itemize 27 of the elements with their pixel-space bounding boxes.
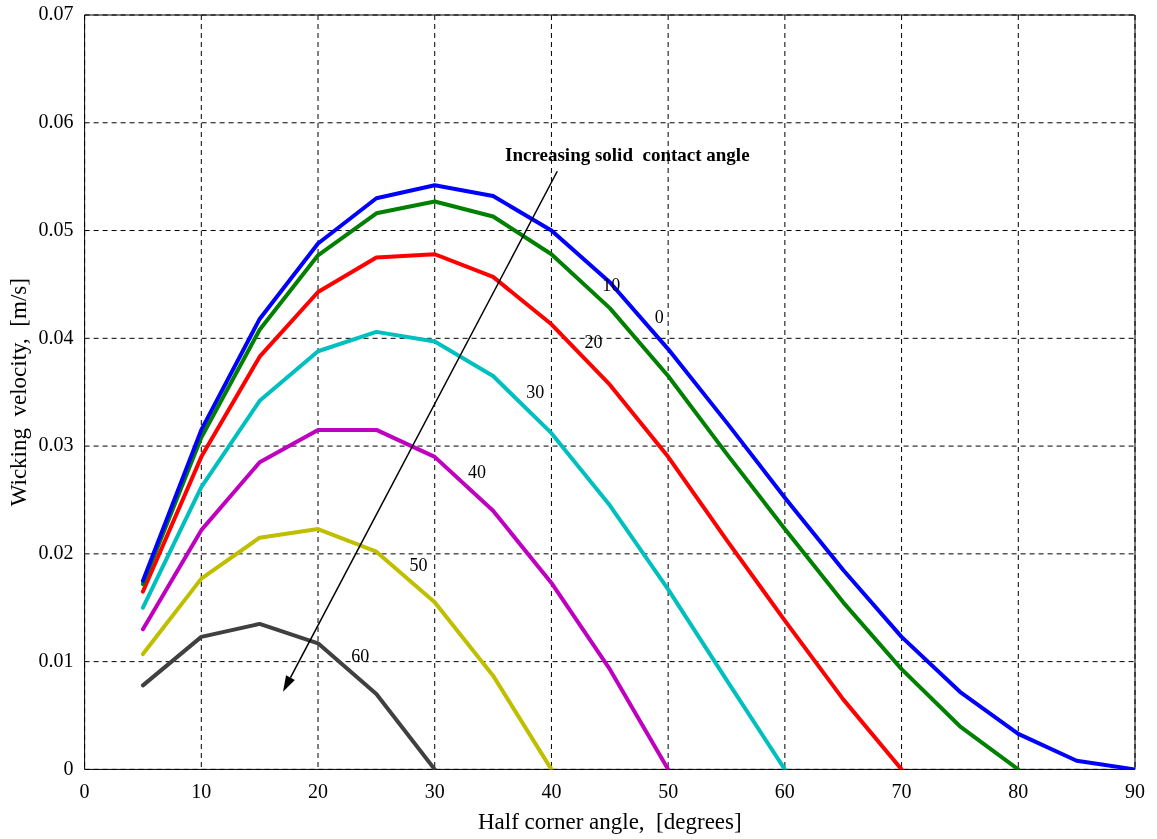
y-tick-label: 0.05 bbox=[38, 217, 74, 240]
y-tick-label: 0.02 bbox=[38, 541, 74, 564]
x-tick-label: 50 bbox=[658, 779, 679, 802]
x-tick-label: 20 bbox=[308, 779, 329, 802]
x-tick-label: 30 bbox=[424, 779, 445, 802]
x-tick-label: 80 bbox=[1008, 779, 1029, 802]
series-label: 20 bbox=[584, 332, 603, 353]
series-label: 50 bbox=[409, 554, 428, 575]
x-tick-label: 40 bbox=[541, 779, 562, 802]
y-tick-label: 0.01 bbox=[38, 648, 74, 671]
y-axis-title: Wicking velocity, [m/s] bbox=[5, 278, 31, 507]
y-tick-label: 0.07 bbox=[38, 2, 74, 25]
series-label: 40 bbox=[467, 461, 486, 482]
y-tick-label: 0.06 bbox=[38, 110, 74, 133]
series-label: 60 bbox=[351, 646, 370, 667]
series-label: 0 bbox=[654, 306, 664, 327]
series-label: 30 bbox=[526, 382, 545, 403]
y-tick-label: 0 bbox=[63, 756, 74, 779]
x-axis-title: Half corner angle, [degrees] bbox=[477, 809, 742, 835]
x-tick-label: 90 bbox=[1125, 779, 1145, 802]
x-tick-label: 0 bbox=[79, 779, 90, 802]
y-tick-label: 0.03 bbox=[38, 433, 74, 456]
y-tick-label: 0.04 bbox=[38, 325, 74, 348]
x-tick-label: 10 bbox=[191, 779, 212, 802]
annotation: Increasing solid contact angle bbox=[505, 143, 750, 165]
x-tick-label: 70 bbox=[891, 779, 912, 802]
x-tick-label: 60 bbox=[774, 779, 795, 802]
